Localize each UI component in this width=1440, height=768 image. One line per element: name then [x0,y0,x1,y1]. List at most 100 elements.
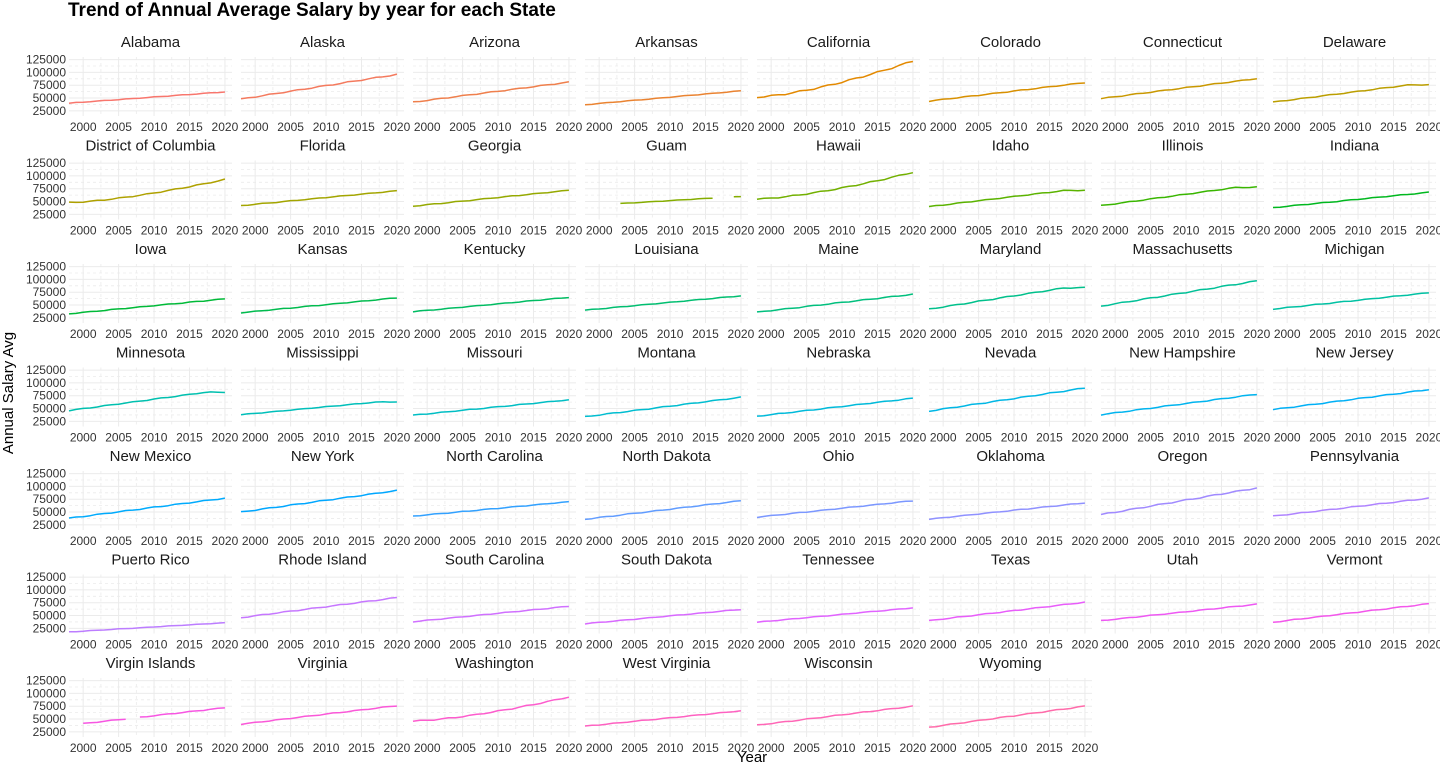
facet-panel-kansas: Kansas 2000 2005 2010 2015 2020 [240,241,411,341]
facet-panel-alaska: Alaska 2000 2005 2010 2015 2020 [240,34,411,134]
y-tick-label: 75000 [33,699,67,713]
x-tick-label: 2005 [277,741,304,755]
x-tick-label: 2010 [829,534,856,548]
x-tick-label: 2010 [141,224,168,238]
x-tick-label: 2010 [829,638,856,652]
series-line [240,297,397,314]
x-tick-label: 2015 [176,120,203,134]
facet-strip-label: New Hampshire [1129,345,1236,362]
x-tick-label: 2020 [384,120,411,134]
x-tick-label: 2005 [277,224,304,238]
facet-panel-michigan: Michigan 2000 2005 2010 2015 2020 [1272,241,1440,341]
x-tick-label: 2000 [758,741,785,755]
x-tick-label: 2000 [70,327,97,341]
x-tick-label: 2000 [70,120,97,134]
x-tick-label: 2000 [930,120,957,134]
x-tick-label: 2020 [1244,431,1271,445]
facet-strip-label: Kentucky [464,241,526,258]
x-tick-label: 2005 [1137,224,1164,238]
facet-panel-illinois: Illinois 2000 2005 2010 2015 2020 [1100,138,1271,238]
series-line [1100,393,1257,416]
x-tick-label: 2010 [1173,638,1200,652]
x-tick-label: 2005 [449,638,476,652]
x-tick-label: 2000 [1274,120,1301,134]
x-tick-label: 2010 [1173,224,1200,238]
x-tick-label: 2010 [657,120,684,134]
x-tick-label: 2000 [70,638,97,652]
series-line [412,398,570,416]
series-line [1100,280,1257,307]
series-line [928,601,1086,622]
x-tick-label: 2020 [1072,431,1099,445]
x-tick-label: 2000 [930,431,957,445]
x-tick-label: 2005 [965,120,992,134]
facet-panel-montana: Montana 2000 2005 2010 2015 2020 [584,345,755,445]
x-tick-label: 2020 [212,741,239,755]
y-tick-label: 100000 [26,479,66,493]
x-tick-label: 2005 [105,741,132,755]
facet-panel-wisconsin: Wisconsin 2000 2005 2010 2015 2020 [756,655,927,755]
x-tick-label: 2005 [1137,120,1164,134]
facet-panel-utah: Utah 2000 2005 2010 2015 2020 [1100,552,1271,652]
facet-strip-label: Connecticut [1143,34,1223,51]
facet-strip-label: Minnesota [116,345,186,362]
facet-panel-colorado: Colorado 2000 2005 2010 2015 2020 [928,34,1099,134]
x-tick-label: 2000 [242,431,269,445]
facet-strip-label: New Mexico [110,448,192,465]
x-tick-label: 2000 [586,327,613,341]
x-tick-label: 2015 [176,224,203,238]
x-tick-label: 2010 [485,431,512,445]
x-tick-label: 2020 [212,534,239,548]
x-tick-label: 2010 [1001,431,1028,445]
x-tick-label: 2015 [864,327,891,341]
x-tick-label: 2015 [1208,327,1235,341]
facet-panel-california: California 2000 2005 2010 2015 2020 [756,34,927,134]
x-tick-label: 2015 [1380,431,1407,445]
x-tick-label: 2005 [1137,534,1164,548]
y-tick-label: 50000 [33,402,67,416]
facet-strip-label: West Virginia [623,655,711,672]
x-tick-label: 2020 [556,741,583,755]
x-tick-label: 2000 [758,431,785,445]
x-tick-label: 2010 [1345,120,1372,134]
x-tick-label: 2005 [1309,431,1336,445]
x-tick-label: 2010 [657,534,684,548]
x-tick-label: 2015 [176,431,203,445]
x-tick-label: 2020 [212,431,239,445]
facet-strip-label: Delaware [1323,34,1386,51]
x-tick-label: 2000 [930,534,957,548]
facet-panel-wyoming: Wyoming 2000 2005 2010 2015 2020 [928,655,1099,755]
x-tick-label: 2015 [692,638,719,652]
x-tick-label: 2010 [1345,638,1372,652]
x-tick-label: 2015 [864,120,891,134]
y-tick-label: 25000 [33,207,67,221]
x-tick-label: 2000 [414,741,441,755]
series-line [240,73,398,100]
x-tick-label: 2005 [105,638,132,652]
x-tick-label: 2015 [348,224,375,238]
y-tick-label: 125000 [26,363,66,377]
x-tick-label: 2020 [1244,327,1271,341]
facet-strip-label: Rhode Island [278,552,366,569]
x-tick-label: 2000 [1274,224,1301,238]
facet-strip-label: Idaho [992,138,1030,155]
x-tick-label: 2005 [277,431,304,445]
x-tick-label: 2015 [348,534,375,548]
x-tick-label: 2020 [384,741,411,755]
x-tick-label: 2000 [242,327,269,341]
x-tick-label: 2005 [449,431,476,445]
x-tick-label: 2020 [1072,741,1099,755]
x-tick-label: 2005 [105,224,132,238]
x-tick-label: 2020 [1072,120,1099,134]
facet-panel-connecticut: Connecticut 2000 2005 2010 2015 2020 [1100,34,1271,134]
x-tick-label: 2010 [485,327,512,341]
x-tick-label: 2005 [1137,638,1164,652]
series-line [756,293,914,313]
x-tick-label: 2010 [1001,534,1028,548]
x-tick-label: 2010 [829,431,856,445]
x-tick-label: 2020 [728,224,755,238]
x-tick-label: 2010 [141,327,168,341]
series-line [68,178,226,204]
series-line [68,391,225,412]
